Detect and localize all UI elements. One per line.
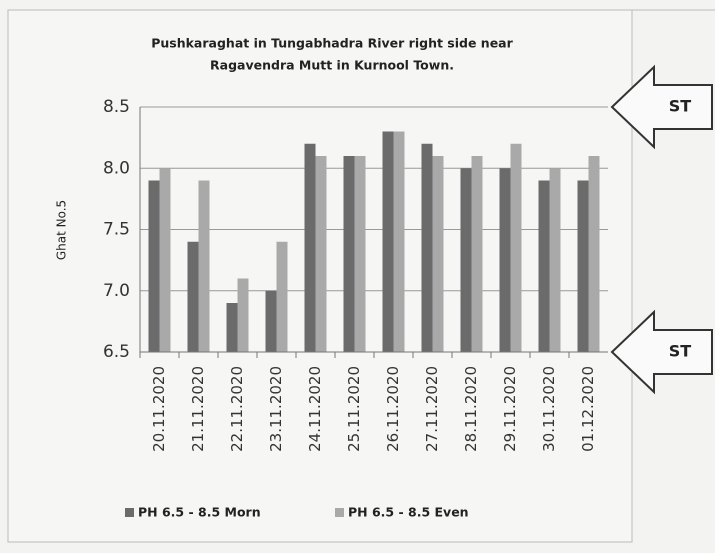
bar <box>393 131 405 352</box>
legend-swatch <box>125 508 134 517</box>
x-tick-label: 28.11.2020 <box>462 366 480 452</box>
bar <box>577 180 589 352</box>
x-tick-label: 23.11.2020 <box>267 366 285 452</box>
x-tick-label: 29.11.2020 <box>501 366 519 452</box>
x-tick-label: 30.11.2020 <box>540 366 558 452</box>
bar <box>148 180 160 352</box>
legend-label: PH 6.5 - 8.5 Morn <box>138 505 261 520</box>
bar <box>588 156 600 352</box>
bar <box>510 143 522 352</box>
x-tick-label: 24.11.2020 <box>306 366 324 452</box>
y-tick-label: 6.5 <box>103 342 130 362</box>
legend-label: PH 6.5 - 8.5 Even <box>348 505 469 520</box>
y-axis-label: Ghat No.5 <box>55 200 69 260</box>
bar <box>460 168 472 352</box>
y-tick-label: 8.5 <box>103 97 130 117</box>
bar <box>354 156 366 352</box>
x-tick-label: 01.12.2020 <box>579 366 597 452</box>
annotation-arrow <box>610 309 713 395</box>
x-tick-label: 27.11.2020 <box>423 366 441 452</box>
bar <box>382 131 394 352</box>
bar <box>304 143 316 352</box>
bar <box>343 156 355 352</box>
bar <box>237 278 249 352</box>
x-tick-label: 20.11.2020 <box>150 366 168 452</box>
x-tick-label: 21.11.2020 <box>189 366 207 452</box>
bar <box>159 168 171 352</box>
x-tick-label: 25.11.2020 <box>345 366 363 452</box>
bar <box>471 156 483 352</box>
bar <box>432 156 444 352</box>
chart-title: Pushkaraghat in Tungabhadra River right … <box>151 36 513 51</box>
x-tick-label: 26.11.2020 <box>384 366 402 452</box>
y-tick-label: 8.0 <box>103 158 130 178</box>
bar <box>198 180 210 352</box>
annotation-label: ST <box>669 342 692 361</box>
bar <box>276 241 288 352</box>
y-tick-label: 7.5 <box>103 220 130 240</box>
bar <box>226 303 238 352</box>
legend-swatch <box>335 508 344 517</box>
bar <box>265 290 277 352</box>
annotation-arrow <box>610 64 713 150</box>
bar <box>538 180 550 352</box>
bar <box>549 168 561 352</box>
x-tick-label: 22.11.2020 <box>228 366 246 452</box>
y-tick-label: 7.0 <box>103 281 130 301</box>
bar <box>499 168 511 352</box>
chart-title: Ragavendra Mutt in Kurnool Town. <box>210 58 454 73</box>
bar <box>187 241 199 352</box>
bar <box>315 156 327 352</box>
bar <box>421 143 433 352</box>
annotation-label: ST <box>669 97 692 116</box>
